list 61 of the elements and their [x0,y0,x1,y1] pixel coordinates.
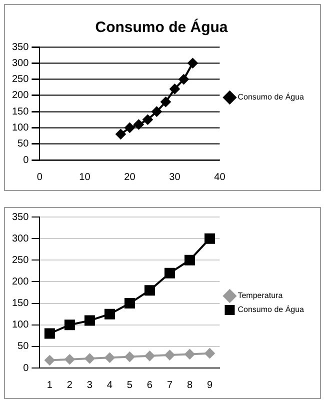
point [184,349,195,360]
point [204,233,215,244]
point [144,285,155,296]
point [134,119,144,130]
legend-label: Temperatura [238,291,284,300]
point [152,106,162,117]
point [188,58,198,68]
point [170,84,180,94]
point [144,350,155,361]
point [178,74,189,84]
y-tick-label: 200 [12,90,30,102]
point [160,96,171,107]
point [84,315,95,326]
y-tick-label: 0 [23,154,30,166]
x-tick-label: 4 [106,380,113,391]
y-tick-label: 350 [12,212,30,223]
legend-label: Consumo de Água [238,305,305,314]
x-tick-label: 0 [36,172,43,183]
point [142,114,153,125]
x-tick-label: 40 [214,172,226,183]
y-tick-label: 300 [12,233,30,244]
point [124,352,135,362]
y-tick-label: 50 [18,341,30,352]
y-tick-label: 0 [23,362,30,374]
y-tick-label: 150 [12,298,30,310]
legend-label: Consumo de Água [238,92,305,102]
point [116,129,126,140]
x-tick-label: 5 [126,380,133,391]
y-tick-label: 250 [12,254,30,266]
y-tick-label: 100 [12,320,30,331]
x-tick-label: 20 [124,172,136,183]
y-tick-label: 250 [12,74,30,86]
point [64,320,75,330]
y-tick-label: 150 [12,106,30,118]
x-tick-label: 3 [86,380,93,391]
point [104,308,115,320]
chart-title: Consumo de Água [95,18,228,36]
point [104,352,115,363]
point [204,348,215,358]
x-tick-label: 9 [206,380,213,391]
y-tick-label: 50 [18,138,30,150]
x-tick-label: 7 [166,380,173,391]
point [64,354,75,364]
y-tick-label: 300 [12,58,30,69]
y-tick-label: 100 [12,122,30,134]
point [44,328,55,339]
point [124,122,135,133]
y-tick-label: 350 [12,42,30,53]
point [124,298,135,309]
x-tick-label: 6 [146,380,153,391]
x-tick-label: 2 [66,380,73,391]
point [184,254,195,266]
point [84,354,95,364]
y-tick-label: 200 [12,276,30,288]
x-tick-label: 10 [79,172,91,183]
x-tick-label: 1 [46,380,53,391]
point [164,268,175,278]
x-tick-label: 30 [169,172,181,183]
x-tick-label: 8 [186,380,193,391]
point [44,355,55,366]
point [164,350,175,360]
